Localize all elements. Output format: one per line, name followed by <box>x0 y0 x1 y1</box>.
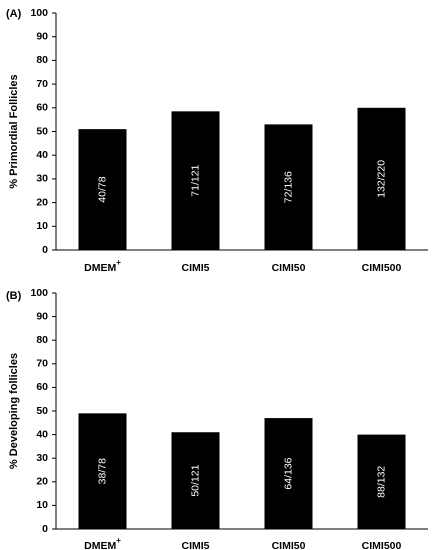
x-category-label: DMEM+ <box>84 536 121 550</box>
y-tick-label: 50 <box>36 125 48 137</box>
y-tick-label: 10 <box>36 499 48 511</box>
x-category-label: CIMI5 <box>181 540 209 550</box>
x-category-label: CIMI500 <box>362 540 402 550</box>
category-superscript: + <box>116 258 121 267</box>
bar <box>78 413 127 529</box>
y-tick-label: 30 <box>36 452 48 464</box>
chart-panel: (A) 0 10 20 30 40 50 60 70 80 90 100 % Primordial Fo… <box>6 7 428 274</box>
bar <box>264 418 313 529</box>
y-axis-label: % Primordial Follicles <box>8 74 20 188</box>
bar-data-label: 50/121 <box>189 464 201 496</box>
y-tick-label: 60 <box>36 381 48 393</box>
y-tick-label: 30 <box>36 173 48 185</box>
y-tick-label: 80 <box>36 334 48 346</box>
y-axis-label: % Developing follicles <box>8 353 20 469</box>
x-category-label: DMEM+ <box>84 258 121 274</box>
panel-label: (B) <box>6 290 22 302</box>
bar-data-label: 72/136 <box>282 171 294 203</box>
y-tick-label: 0 <box>42 523 48 535</box>
y-tick-label: 80 <box>36 54 48 66</box>
bar-data-label: 64/136 <box>282 457 294 489</box>
y-tick-label: 70 <box>36 358 48 370</box>
y-tick-label: 10 <box>36 220 48 232</box>
bar <box>357 107 406 250</box>
panel-label: (A) <box>6 8 22 20</box>
y-tick-label: 60 <box>36 102 48 114</box>
bar <box>78 129 127 250</box>
bar-data-label: 40/78 <box>96 176 108 202</box>
bar-data-label: 132/220 <box>375 160 387 198</box>
y-tick-label: 90 <box>36 30 48 42</box>
y-tick-label: 70 <box>36 78 48 90</box>
y-tick-label: 40 <box>36 149 48 161</box>
y-tick-label: 0 <box>42 244 48 256</box>
y-tick-label: 20 <box>36 476 48 488</box>
bar <box>264 124 313 250</box>
bar-data-label: 38/78 <box>96 458 108 484</box>
x-category-label: CIMI50 <box>272 262 306 274</box>
bar-data-label: 88/132 <box>375 466 387 498</box>
y-tick-label: 100 <box>30 287 48 299</box>
category-superscript: + <box>116 536 121 545</box>
y-tick-label: 90 <box>36 310 48 322</box>
y-tick-label: 40 <box>36 428 48 440</box>
chart-panel: (B) 0 10 20 30 40 50 60 70 80 90 100 % Developing fo… <box>6 287 428 550</box>
bar <box>357 434 406 529</box>
x-category-label: CIMI5 <box>181 262 209 274</box>
y-tick-label: 20 <box>36 196 48 208</box>
bar <box>171 432 220 529</box>
x-category-label: CIMI500 <box>362 262 402 274</box>
y-tick-label: 50 <box>36 405 48 417</box>
bar-data-label: 71/121 <box>189 164 201 196</box>
x-category-label: CIMI50 <box>272 540 306 550</box>
y-tick-label: 100 <box>30 7 48 19</box>
bar <box>171 111 220 250</box>
